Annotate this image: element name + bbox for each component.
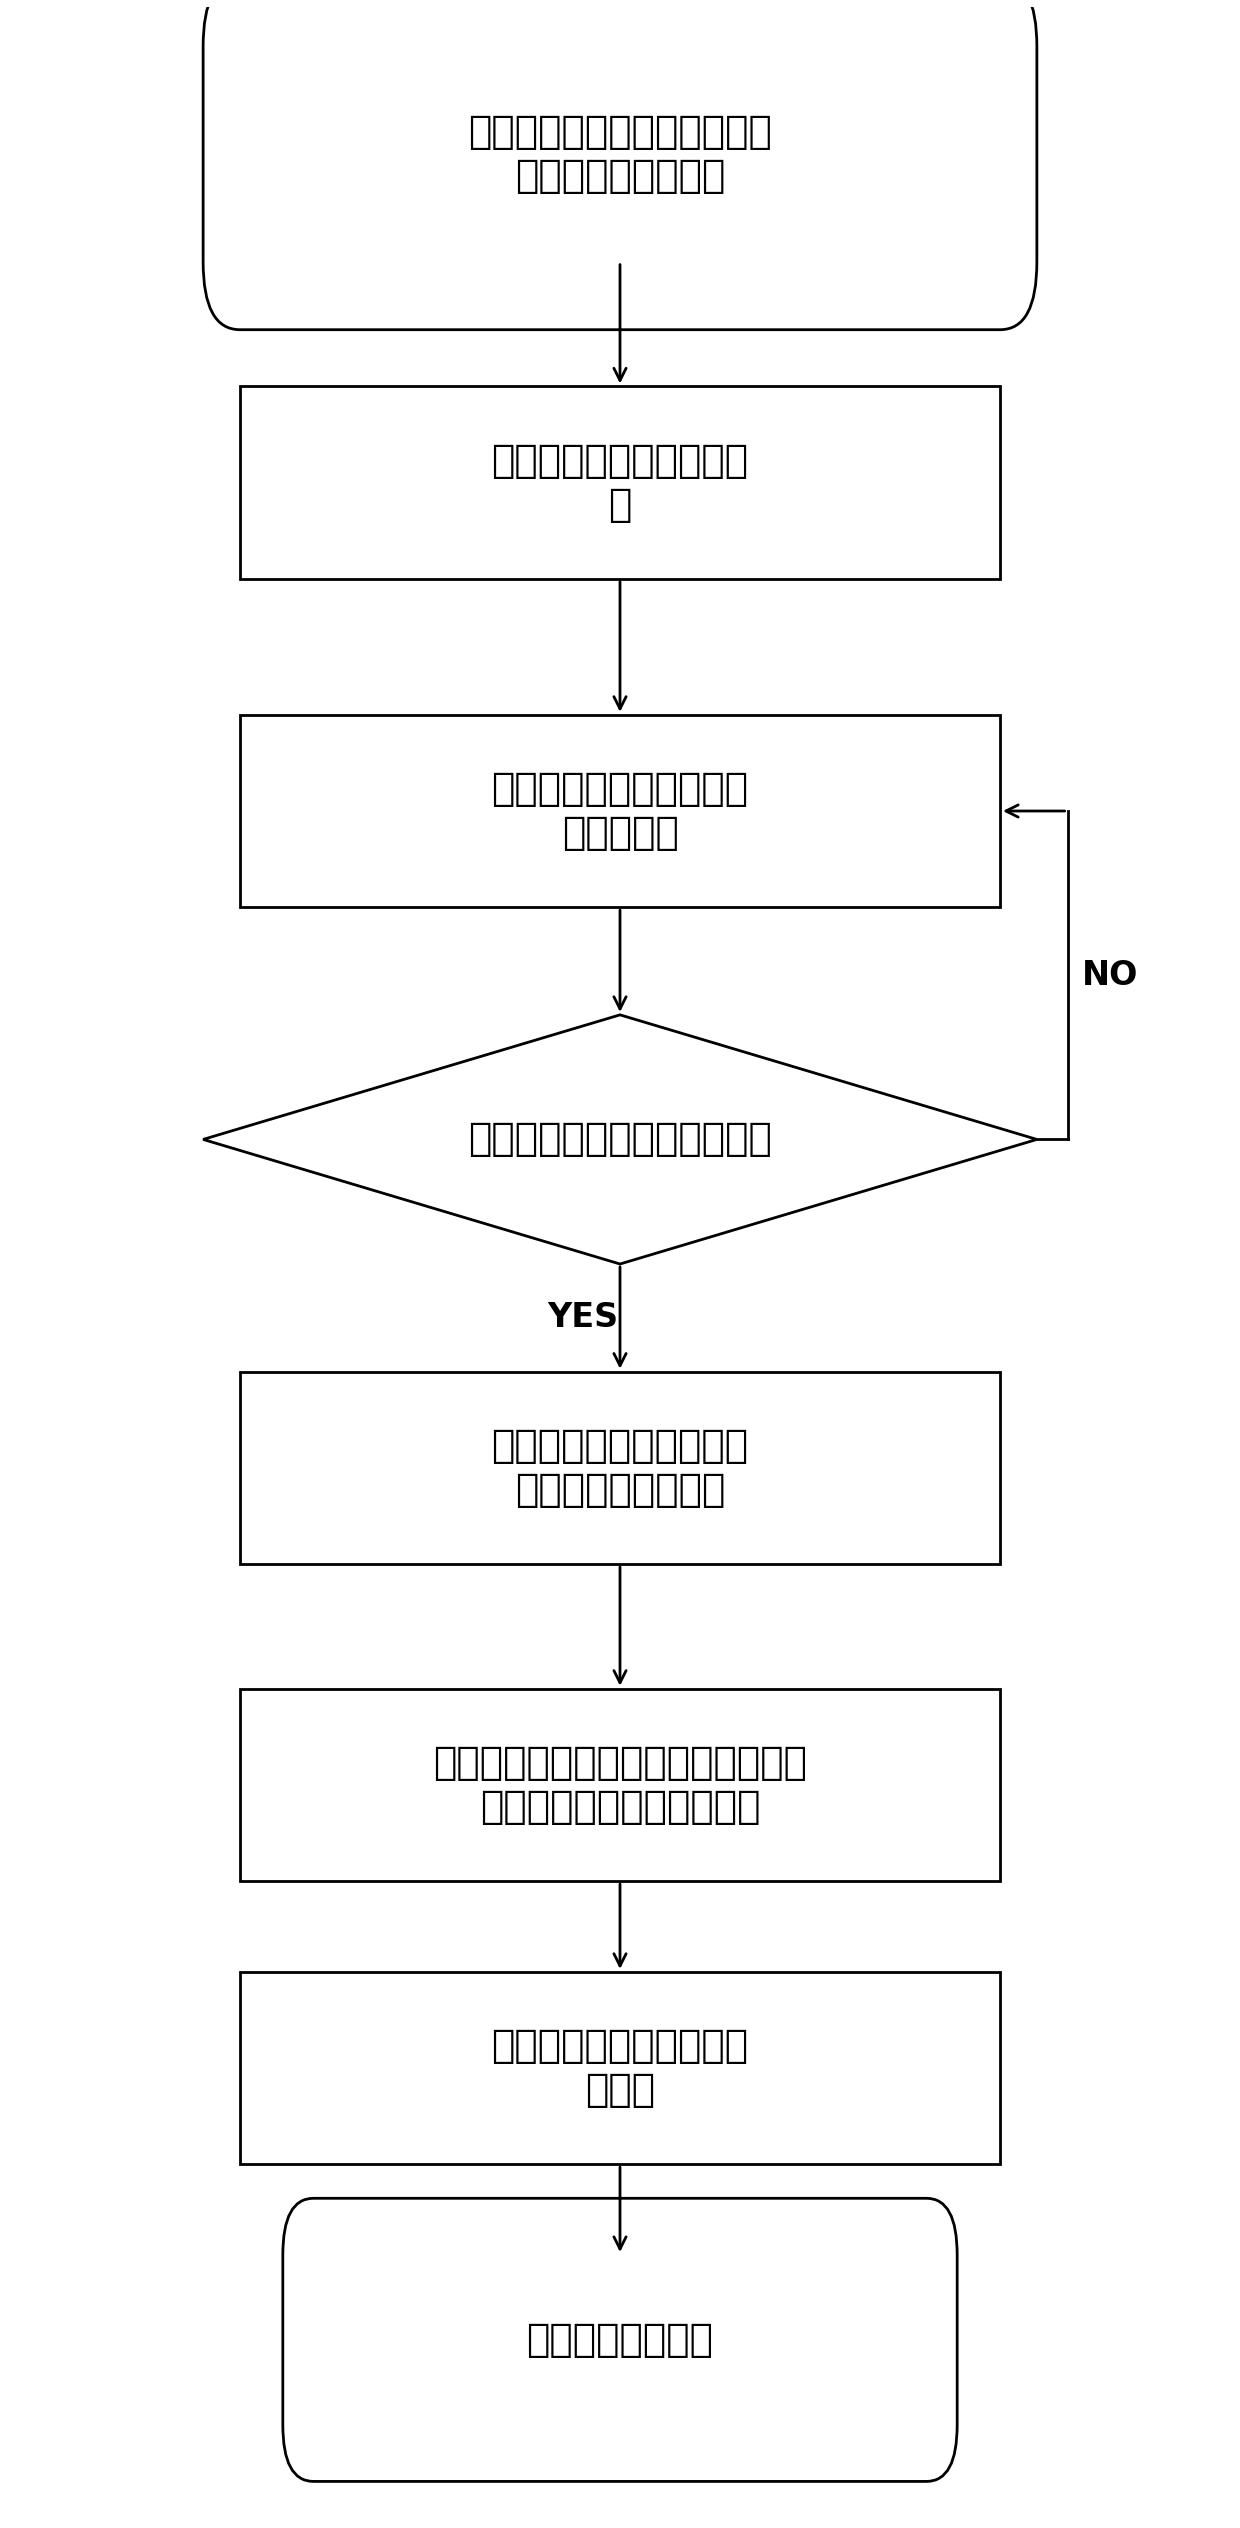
Text: 是否完成所有记录点的测量？: 是否完成所有记录点的测量？ xyxy=(467,1120,773,1158)
Text: NO: NO xyxy=(1083,958,1138,991)
Text: 根据记录点坐标、频率值、校正后的
天然电场结果绘制三维成果: 根据记录点坐标、频率值、校正后的 天然电场结果绘制三维成果 xyxy=(433,1744,807,1825)
Text: 对不同记录点的天然电场
数据进行校正等处理: 对不同记录点的天然电场 数据进行校正等处理 xyxy=(491,1426,749,1509)
FancyBboxPatch shape xyxy=(203,0,1037,329)
Text: 分析地下流体的流向、地
质情况: 分析地下流体的流向、地 质情况 xyxy=(491,2027,749,2108)
Bar xyxy=(239,715,1001,908)
FancyBboxPatch shape xyxy=(283,2199,957,2482)
Text: 识别地下流体流向的频率域天
然电场环形三维勘探: 识别地下流体流向的频率域天 然电场环形三维勘探 xyxy=(467,114,773,195)
Bar xyxy=(239,1689,1001,1881)
Text: 结束环形三维勘探: 结束环形三维勘探 xyxy=(527,2321,713,2359)
Bar xyxy=(239,1972,1001,2164)
Bar xyxy=(239,387,1001,579)
Text: 开展已知点的天然电场测
量: 开展已知点的天然电场测 量 xyxy=(491,442,749,523)
Text: 开展测点的不同方向的天
然电场测量: 开展测点的不同方向的天 然电场测量 xyxy=(491,771,749,852)
Polygon shape xyxy=(203,1014,1037,1264)
Text: YES: YES xyxy=(548,1302,619,1335)
Bar xyxy=(239,1373,1001,1565)
